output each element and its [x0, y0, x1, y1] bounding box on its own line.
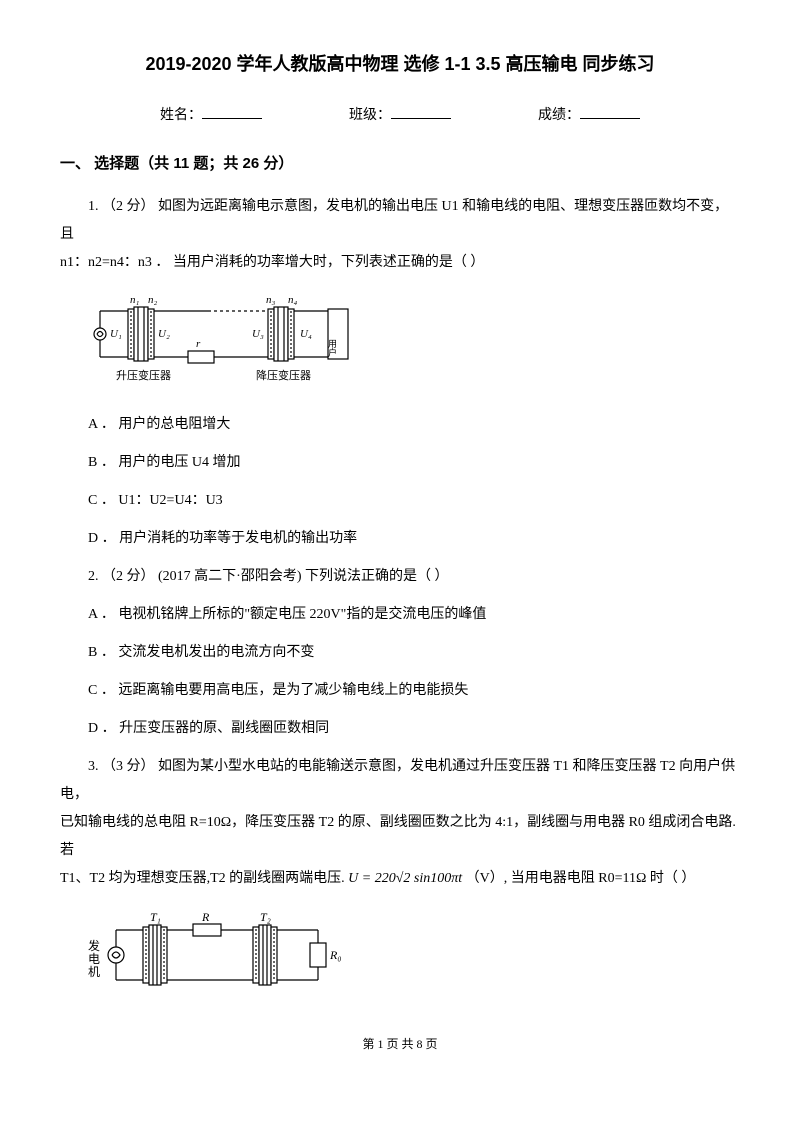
q1-choice-A: A ． 用户的总电阻增大 — [60, 411, 740, 439]
q3-gen-label: 发 — [88, 938, 100, 953]
class-blank — [391, 104, 451, 119]
q1-choice-D: D ． 用户消耗的功率等于发电机的输出功率 — [60, 525, 740, 553]
q1-label-r: r — [196, 338, 201, 350]
q1-stem-line1: 1. （2 分） 如图为远距离输电示意图，发电机的输出电压 U1 和输电线的电阻… — [60, 193, 740, 249]
q3-stem-line2: 已知输电线的总电阻 R=10Ω，降压变压器 T2 的原、副线圈匝数之比为 4:1… — [60, 809, 740, 865]
q3-R0: R₀ — [329, 948, 342, 962]
q1-label-n3: n₃ — [266, 294, 276, 306]
section-header: 一、 选择题（共 11 题；共 26 分） — [60, 152, 740, 173]
q1-figure: n₁ n₂ n₃ n₄ U₁ U₂ U₃ U₄ r 用户 升压变压器 降压变压器 — [88, 289, 740, 399]
q1-label-user: 用户 — [327, 339, 337, 358]
q2-choice-D: D ． 升压变压器的原、副线圈匝数相同 — [60, 715, 740, 743]
q1-choice-C: C ． U1：U2=U4：U3 — [60, 487, 740, 515]
class-label: 班级： — [349, 108, 391, 123]
q1-circuit-svg: n₁ n₂ n₃ n₄ U₁ U₂ U₃ U₄ r 用户 升压变压器 降压变压器 — [88, 289, 388, 399]
student-info-line: 姓名： 班级： 成绩： — [60, 104, 740, 124]
q2-choice-C: C ． 远距离输电要用高电压，是为了减少输电线上的电能损失 — [60, 677, 740, 705]
q1-choice-B: B ． 用户的电压 U4 增加 — [60, 449, 740, 477]
q1-stem-line2: n1：n2=n4：n3 ． 当用户消耗的功率增大时，下列表述正确的是（ ） — [60, 249, 740, 277]
score-label: 成绩： — [538, 108, 580, 123]
q3-stem3a: T1、T2 均为理想变压器,T2 的副线圈两端电压. — [60, 871, 348, 886]
q3-T1: T₁ — [150, 910, 161, 924]
q1-label-n1: n₁ — [130, 294, 140, 306]
q3-stem-line1: 3. （3 分） 如图为某小型水电站的电能输送示意图，发电机通过升压变压器 T1… — [60, 753, 740, 809]
q1-label-U4: U₄ — [300, 328, 312, 340]
q2-choice-B: B ． 交流发电机发出的电流方向不变 — [60, 639, 740, 667]
q1-left-xfmr-label: 升压变压器 — [116, 368, 171, 382]
q3-R: R — [201, 910, 210, 924]
q1-label-n4: n₄ — [288, 294, 298, 306]
q3-figure: 发 电 机 T₁ R T₂ R₀ — [88, 905, 740, 1005]
q1-label-U1: U₁ — [110, 328, 122, 340]
question-2: 2. （2 分） (2017 高二下·邵阳会考) 下列说法正确的是（ ） A ．… — [60, 563, 740, 743]
page-footer: 第 1 页 共 8 页 — [60, 1035, 740, 1052]
question-1: 1. （2 分） 如图为远距离输电示意图，发电机的输出电压 U1 和输电线的电阻… — [60, 193, 740, 553]
page-root: 2019-2020 学年人教版高中物理 选修 1-1 3.5 高压输电 同步练习… — [0, 0, 800, 1082]
svg-text:电: 电 — [88, 952, 100, 966]
name-label: 姓名： — [160, 108, 202, 123]
q1-label-U3: U₃ — [252, 328, 264, 340]
q3-circuit-svg: 发 电 机 T₁ R T₂ R₀ — [88, 905, 368, 1005]
document-title: 2019-2020 学年人教版高中物理 选修 1-1 3.5 高压输电 同步练习 — [60, 50, 740, 76]
question-3: 3. （3 分） 如图为某小型水电站的电能输送示意图，发电机通过升压变压器 T1… — [60, 753, 740, 1005]
name-blank — [202, 104, 262, 119]
svg-text:机: 机 — [88, 965, 100, 979]
q2-stem: 2. （2 分） (2017 高二下·邵阳会考) 下列说法正确的是（ ） — [60, 563, 740, 591]
q3-stem-line3: T1、T2 均为理想变压器,T2 的副线圈两端电压. U = 220√2 sin… — [60, 865, 740, 893]
score-blank — [580, 104, 640, 119]
q3-T2: T₂ — [260, 910, 271, 924]
q1-label-n2: n₂ — [148, 294, 158, 306]
q1-right-xfmr-label: 降压变压器 — [256, 368, 311, 382]
q3-formula: U = 220√2 sin100πt — [348, 865, 462, 893]
q2-choice-A: A ． 电视机铭牌上所标的"额定电压 220V"指的是交流电压的峰值 — [60, 601, 740, 629]
q3-stem3b: （V）, 当用电器电阻 R0=11Ω 时（ ） — [466, 871, 696, 886]
q1-label-U2: U₂ — [158, 328, 170, 340]
